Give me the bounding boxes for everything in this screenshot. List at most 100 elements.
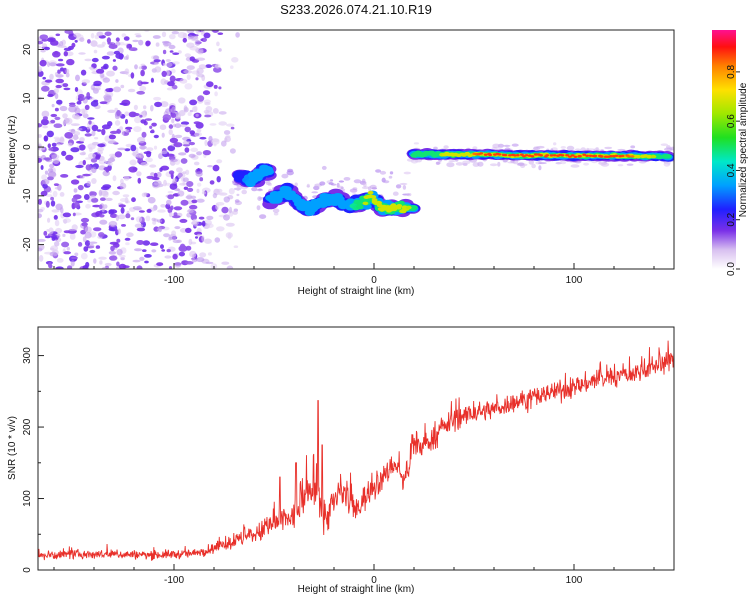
noise-speckle — [125, 242, 130, 246]
halo-speckle — [375, 169, 382, 173]
trace-blob — [609, 155, 613, 158]
noise-speckle — [109, 255, 118, 261]
noise-speckle — [183, 69, 193, 74]
noise-speckle — [143, 105, 147, 110]
halo-speckle — [433, 146, 438, 150]
noise-speckle — [42, 125, 48, 129]
noise-speckle — [39, 34, 49, 40]
halo-speckle — [664, 147, 673, 152]
noise-speckle — [187, 187, 194, 192]
noise-speckle — [42, 183, 48, 189]
noise-speckle — [185, 261, 194, 265]
colorbar — [712, 30, 736, 269]
snr-y-tick-label: 200 — [22, 418, 33, 435]
noise-speckle — [40, 190, 48, 197]
noise-speckle — [170, 112, 177, 118]
noise-speckle — [223, 214, 230, 221]
noise-speckle — [84, 104, 90, 110]
noise-speckle — [87, 39, 91, 44]
snr-y-axis-label: SNR (10 * v/v) — [7, 416, 18, 480]
noise-speckle — [117, 147, 126, 151]
noise-speckle — [208, 135, 213, 142]
noise-speckle — [183, 186, 189, 190]
noise-speckle — [196, 198, 205, 203]
noise-speckle — [54, 241, 60, 247]
noise-speckle — [101, 55, 110, 60]
noise-speckle — [201, 235, 205, 242]
halo-speckle — [413, 142, 419, 145]
noise-speckle — [98, 232, 105, 238]
noise-speckle — [47, 217, 51, 223]
noise-speckle — [59, 137, 65, 144]
noise-speckle — [196, 67, 204, 75]
noise-speckle — [113, 50, 120, 55]
trace-blob — [508, 154, 512, 157]
noise-speckle — [170, 68, 176, 74]
noise-speckle — [122, 194, 130, 198]
halo-speckle — [446, 162, 455, 168]
noise-speckle — [185, 245, 192, 251]
noise-speckle — [107, 109, 116, 114]
trace-blob — [646, 154, 653, 159]
noise-speckle — [153, 96, 162, 101]
noise-speckle — [186, 74, 191, 80]
colorbar-tick-label: 0.8 — [726, 64, 737, 78]
noise-speckle — [150, 242, 159, 246]
noise-speckle — [166, 249, 171, 253]
noise-speckle — [162, 62, 166, 67]
noise-speckle — [42, 179, 50, 185]
halo-speckle — [306, 183, 310, 188]
noise-speckle — [136, 265, 143, 269]
noise-speckle — [165, 59, 171, 62]
noise-speckle — [167, 81, 175, 87]
noise-speckle — [119, 254, 126, 258]
noise-speckle — [38, 123, 43, 128]
trace-blob — [483, 153, 488, 156]
noise-speckle — [44, 170, 49, 175]
noise-speckle — [230, 65, 234, 69]
noise-speckle — [102, 184, 112, 189]
noise-speckle — [94, 137, 99, 140]
halo-speckle — [617, 164, 624, 167]
noise-speckle — [49, 163, 55, 169]
noise-speckle — [196, 57, 206, 61]
noise-speckle — [141, 192, 147, 198]
halo-speckle — [236, 186, 240, 191]
noise-speckle — [105, 197, 113, 201]
noise-speckle — [87, 143, 96, 150]
colorbar-tick-label: 0.6 — [726, 114, 737, 128]
noise-speckle — [146, 147, 154, 152]
noise-speckle — [53, 88, 60, 94]
noise-speckle — [189, 130, 196, 135]
noise-speckle — [59, 41, 64, 47]
noise-speckle — [107, 140, 117, 145]
noise-speckle — [160, 150, 168, 155]
noise-speckle — [216, 188, 223, 193]
noise-speckle — [43, 157, 53, 161]
noise-speckle — [218, 48, 222, 52]
noise-speckle — [182, 37, 187, 43]
noise-speckle — [171, 180, 177, 184]
noise-speckle — [152, 220, 157, 225]
noise-speckle — [66, 58, 75, 66]
noise-speckle — [116, 261, 120, 267]
noise-speckle — [71, 197, 78, 203]
noise-speckle — [130, 72, 135, 79]
snr-plot-area — [38, 327, 674, 570]
trace-blob — [599, 155, 604, 158]
noise-speckle — [114, 120, 121, 126]
noise-speckle — [38, 41, 44, 45]
noise-speckle — [129, 159, 137, 166]
noise-speckle — [90, 100, 99, 107]
noise-speckle — [95, 245, 101, 249]
trace-blob — [560, 154, 565, 157]
noise-speckle — [125, 126, 133, 130]
noise-speckle — [55, 78, 64, 84]
noise-speckle — [203, 32, 211, 39]
trace-blob — [620, 154, 625, 158]
noise-speckle — [136, 227, 146, 232]
noise-speckle — [38, 69, 43, 72]
noise-speckle — [173, 212, 178, 217]
noise-speckle — [161, 70, 167, 77]
halo-speckle — [286, 170, 294, 176]
